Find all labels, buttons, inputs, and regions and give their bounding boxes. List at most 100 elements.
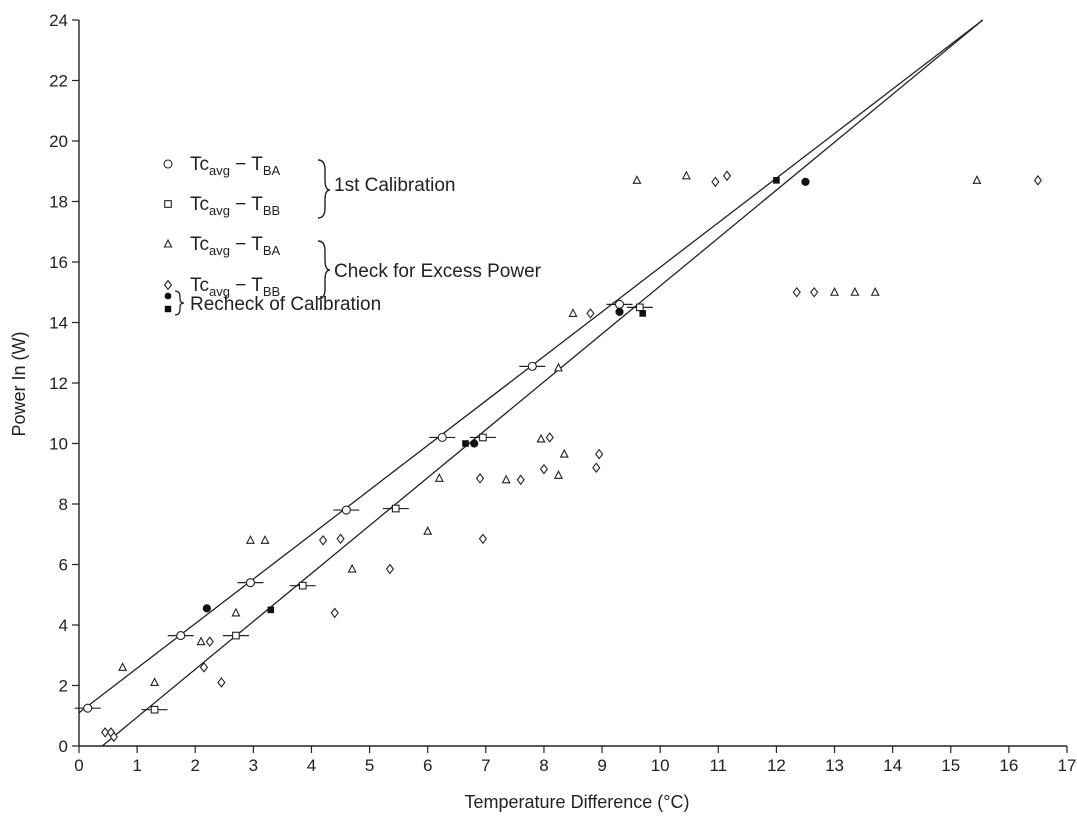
y-tick-label: 16	[49, 253, 68, 272]
point-square-filled	[462, 440, 469, 447]
legend-marker-filled-circle	[164, 292, 172, 300]
point-square-filled	[773, 177, 780, 184]
point-triangle-open	[830, 287, 840, 296]
x-tick-label: 8	[539, 756, 548, 775]
legend-entry-2: Tcavg − TBB	[190, 194, 280, 218]
x-tick-label: 10	[651, 756, 670, 775]
point-diamond-open	[516, 474, 525, 486]
y-tick-label: 8	[59, 495, 68, 514]
point-square-open	[150, 705, 159, 714]
point-triangle-open	[118, 662, 128, 671]
point-square-open	[298, 581, 307, 590]
point-diamond-open	[722, 170, 732, 182]
y-tick-label: 10	[49, 435, 68, 454]
point-triangle-open	[245, 535, 255, 544]
point-diamond-open	[199, 662, 209, 673]
x-tick-label: 9	[597, 756, 606, 775]
x-tick-label: 7	[481, 756, 490, 775]
point-diamond-open	[792, 286, 801, 298]
point-diamond-open	[539, 463, 549, 475]
point-circle-open	[83, 703, 93, 713]
point-diamond-open	[318, 535, 328, 546]
legend-brace-3	[174, 290, 185, 316]
x-tick-label: 1	[132, 756, 141, 775]
point-triangle-open	[568, 308, 578, 317]
x-tick-label: 11	[709, 756, 727, 775]
point-circle-open	[245, 578, 255, 588]
legend-entry-4: Tcavg − TBB	[190, 275, 280, 299]
point-diamond-open	[711, 176, 720, 188]
y-tick-label: 18	[49, 193, 68, 212]
point-triangle-open	[434, 473, 444, 482]
point-diamond-open	[330, 607, 339, 619]
axes: 0 1 2 3 4 5 6 7 8 9 10 11 12 13 14 15 16 1702468101214161…	[49, 11, 1076, 775]
point-triangle-open	[347, 563, 357, 573]
point-circle-open	[437, 432, 447, 443]
y-tick-label: 4	[59, 616, 68, 635]
x-tick-label: 2	[191, 756, 200, 775]
point-triangle-open	[559, 448, 569, 458]
point-triangle-open	[870, 287, 880, 296]
y-tick-label: 20	[49, 132, 68, 151]
point-triangle-open	[231, 607, 241, 617]
point-triangle-open	[553, 362, 563, 372]
legend-entry-1: Tcavg − TBA	[190, 154, 281, 178]
point-triangle-open	[150, 677, 160, 687]
point-triangle-open	[260, 535, 270, 544]
point-square-open	[635, 303, 644, 312]
x-tick-label: 14	[883, 756, 902, 775]
x-tick-label: 13	[825, 756, 844, 775]
x-tick-label: 0	[74, 756, 83, 775]
y-axis-title: Power In (W)	[9, 331, 29, 436]
point-triangle-open	[501, 474, 511, 484]
legend-label-2: Tcavg − TBB	[190, 194, 280, 218]
point-square-filled	[267, 606, 275, 614]
point-triangle-open	[536, 433, 546, 443]
x-tick-label: 17	[1058, 756, 1077, 775]
point-square-open	[391, 504, 400, 513]
legend-group-recheck: Recheck of Calibration	[190, 294, 381, 315]
point-diamond-open	[475, 472, 485, 484]
point-circle-filled	[615, 307, 624, 317]
x-tick-label: 4	[307, 756, 316, 775]
point-diamond-open	[217, 677, 226, 688]
legend: Tcavg − TBA Tcavg − TBB Tcavg − TBA Tcav…	[163, 154, 542, 316]
point-diamond-open	[101, 727, 110, 738]
y-tick-label: 14	[49, 314, 68, 333]
point-diamond-open	[592, 462, 601, 473]
y-tick-label: 6	[59, 556, 68, 575]
point-diamond-open	[810, 286, 819, 298]
y-tick-label: 2	[59, 677, 68, 696]
point-triangle-open	[972, 175, 982, 184]
fit-line-2	[101, 19, 984, 747]
point-triangle-open	[632, 175, 642, 184]
y-tick-label: 22	[49, 72, 68, 91]
x-tick-label: 5	[365, 756, 374, 775]
point-circle-open	[614, 299, 625, 309]
legend-label-1: Tcavg − TBA	[190, 154, 281, 178]
x-tick-label: 3	[249, 756, 258, 775]
x-axis-title: Temperature Difference (°C)	[465, 792, 690, 812]
data-points	[74, 170, 1043, 743]
point-circle-filled	[470, 439, 479, 448]
legend-brace-2	[317, 240, 331, 300]
point-diamond-open	[545, 432, 554, 443]
legend-group-1st-calibration: 1st Calibration	[334, 175, 455, 196]
legend-marker-triangle-open	[163, 238, 173, 248]
point-diamond-open	[385, 563, 395, 575]
point-diamond-open	[1033, 175, 1043, 186]
point-circle-open	[341, 505, 351, 515]
point-square-filled	[639, 310, 647, 317]
point-triangle-open	[681, 170, 691, 180]
x-tick-label: 6	[423, 756, 432, 775]
legend-marker-filled-square	[164, 305, 172, 313]
point-triangle-open	[423, 526, 433, 535]
point-triangle-open	[850, 287, 860, 296]
point-square-open	[232, 631, 240, 640]
legend-label-4: Tcavg − TBB	[190, 275, 280, 299]
legend-marker-circle-open	[163, 159, 173, 169]
point-square-open	[479, 433, 487, 442]
point-circle-open	[527, 361, 537, 371]
point-diamond-open	[586, 308, 595, 319]
